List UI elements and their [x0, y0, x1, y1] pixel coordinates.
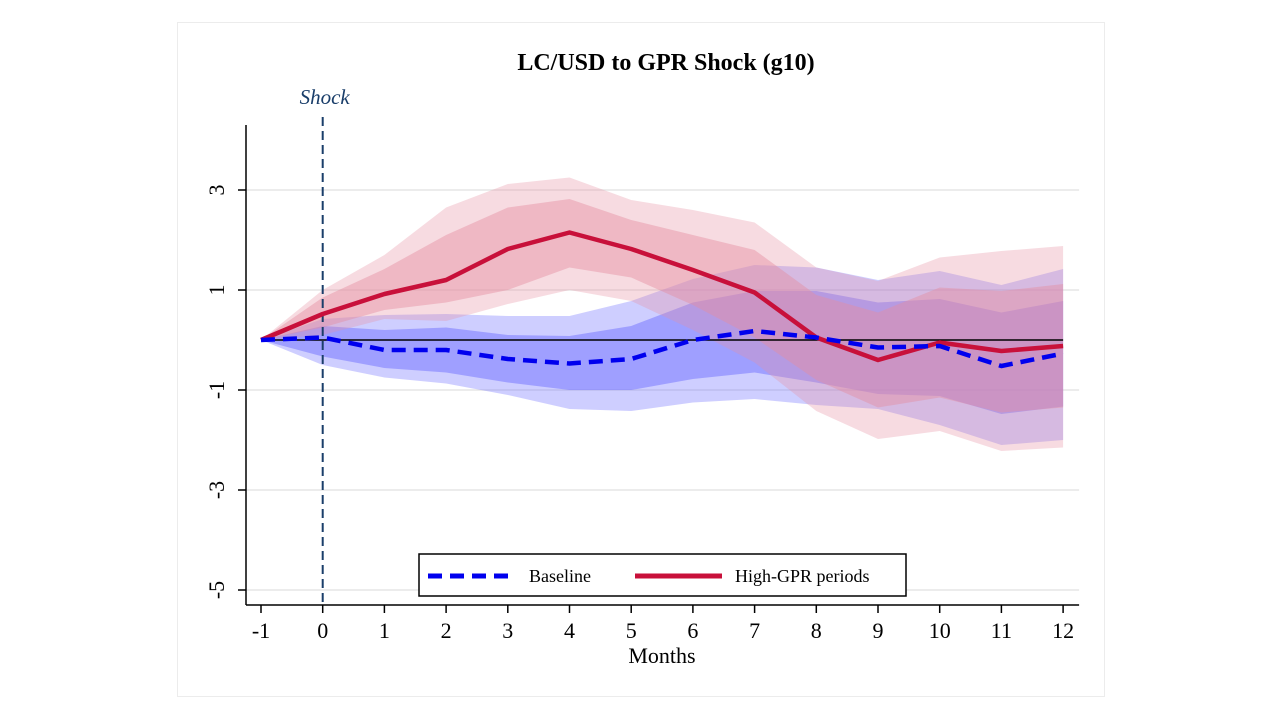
y-tick-label-3: 3	[204, 185, 229, 196]
figure-frame: LC/USD to GPR Shock (g10) Shock 3 1 -1 -3 -5 -…	[177, 22, 1105, 697]
band-90-0	[261, 265, 1064, 445]
band-68-0	[261, 291, 1064, 414]
band-68-1	[261, 199, 1064, 413]
series-line-1	[260, 230, 1064, 363]
legend-label-0: Baseline	[529, 566, 591, 586]
x-tick-label-6: 6	[687, 618, 698, 643]
x-tick-label-10: 10	[929, 618, 951, 643]
shock-label: Shock	[300, 85, 351, 109]
x-tick-label-1: 1	[379, 618, 390, 643]
y-tick-label-1: 1	[204, 285, 229, 296]
x-tick-label-11: 11	[991, 618, 1012, 643]
x-tick-label-12: 12	[1052, 618, 1074, 643]
x-tick-label-5: 5	[626, 618, 637, 643]
x-tick-label-9: 9	[873, 618, 884, 643]
x-tick-label-7: 7	[749, 618, 760, 643]
chart-title: LC/USD to GPR Shock (g10)	[517, 50, 814, 76]
y-tick-label--5: -5	[204, 581, 229, 599]
chart-canvas: LC/USD to GPR Shock (g10) Shock 3 1 -1 -3 -5 -…	[204, 50, 1080, 668]
x-tick-label--1: -1	[252, 618, 270, 643]
band-90-1	[261, 177, 1064, 451]
x-tick-label-4: 4	[564, 618, 575, 643]
legend-label-1: High-GPR periods	[735, 566, 870, 586]
x-tick-label-8: 8	[811, 618, 822, 643]
y-tick-label--3: -3	[204, 481, 229, 499]
x-tick-label-0: 0	[317, 618, 328, 643]
x-tick-label-3: 3	[502, 618, 513, 643]
series-line-0	[260, 328, 1064, 369]
x-axis-label: Months	[628, 643, 695, 668]
y-tick-label--1: -1	[204, 381, 229, 399]
x-tick-label-2: 2	[441, 618, 452, 643]
